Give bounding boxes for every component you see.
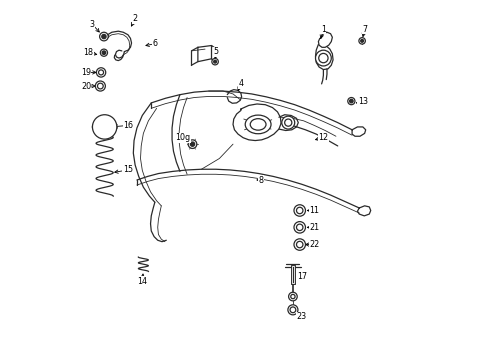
Circle shape <box>349 99 352 103</box>
Circle shape <box>290 294 294 299</box>
Text: 23: 23 <box>296 312 306 321</box>
Circle shape <box>289 307 295 313</box>
Circle shape <box>284 119 291 126</box>
Text: 10g: 10g <box>175 133 190 142</box>
Text: 13: 13 <box>357 96 367 105</box>
Text: 4: 4 <box>238 80 243 89</box>
Circle shape <box>360 40 363 42</box>
Text: 21: 21 <box>309 223 319 232</box>
Text: 22: 22 <box>309 240 319 249</box>
Circle shape <box>293 239 305 250</box>
Circle shape <box>190 142 194 146</box>
Text: 11: 11 <box>309 206 319 215</box>
Text: 18: 18 <box>83 48 93 57</box>
Circle shape <box>296 207 303 214</box>
Circle shape <box>296 241 303 248</box>
Circle shape <box>102 35 106 39</box>
Ellipse shape <box>250 119 265 130</box>
Ellipse shape <box>95 122 114 132</box>
Text: 12: 12 <box>318 133 328 142</box>
Circle shape <box>102 51 105 54</box>
Circle shape <box>315 50 330 66</box>
Ellipse shape <box>244 115 270 134</box>
Text: 6: 6 <box>152 39 157 48</box>
Circle shape <box>281 116 294 129</box>
Text: 15: 15 <box>122 166 133 175</box>
Circle shape <box>99 70 103 75</box>
Text: 19: 19 <box>81 68 91 77</box>
Text: 20: 20 <box>81 82 91 91</box>
Circle shape <box>296 224 303 230</box>
Circle shape <box>288 292 297 301</box>
Text: 5: 5 <box>213 47 218 56</box>
Text: 1: 1 <box>320 25 325 34</box>
Circle shape <box>100 49 107 56</box>
Text: 2: 2 <box>132 14 138 23</box>
Text: 3: 3 <box>89 19 94 28</box>
Circle shape <box>100 32 108 41</box>
Text: 17: 17 <box>296 272 306 281</box>
Circle shape <box>95 81 105 91</box>
Circle shape <box>293 222 305 233</box>
Circle shape <box>211 58 218 65</box>
Circle shape <box>293 205 305 216</box>
Text: 14: 14 <box>137 276 147 285</box>
Text: 7: 7 <box>361 25 366 34</box>
Circle shape <box>213 60 216 63</box>
Text: 8: 8 <box>258 176 263 185</box>
Circle shape <box>97 83 103 89</box>
Text: 16: 16 <box>122 121 133 130</box>
Circle shape <box>96 68 105 77</box>
Ellipse shape <box>92 120 117 134</box>
Circle shape <box>92 115 117 139</box>
Circle shape <box>318 53 327 63</box>
Circle shape <box>287 305 297 315</box>
Circle shape <box>347 98 354 105</box>
Circle shape <box>358 38 365 44</box>
Circle shape <box>188 140 196 148</box>
